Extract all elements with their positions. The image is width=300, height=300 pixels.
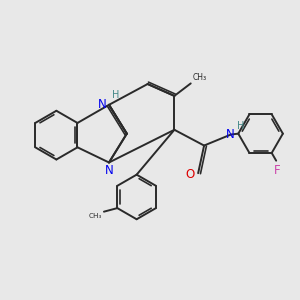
Text: H: H — [237, 121, 244, 131]
Text: H: H — [112, 90, 119, 100]
Text: CH₃: CH₃ — [193, 73, 207, 82]
Text: F: F — [274, 164, 280, 177]
Text: O: O — [185, 168, 195, 181]
Text: N: N — [98, 98, 106, 111]
Text: CH₃: CH₃ — [88, 213, 102, 219]
Text: N: N — [105, 164, 114, 177]
Text: N: N — [226, 128, 235, 141]
